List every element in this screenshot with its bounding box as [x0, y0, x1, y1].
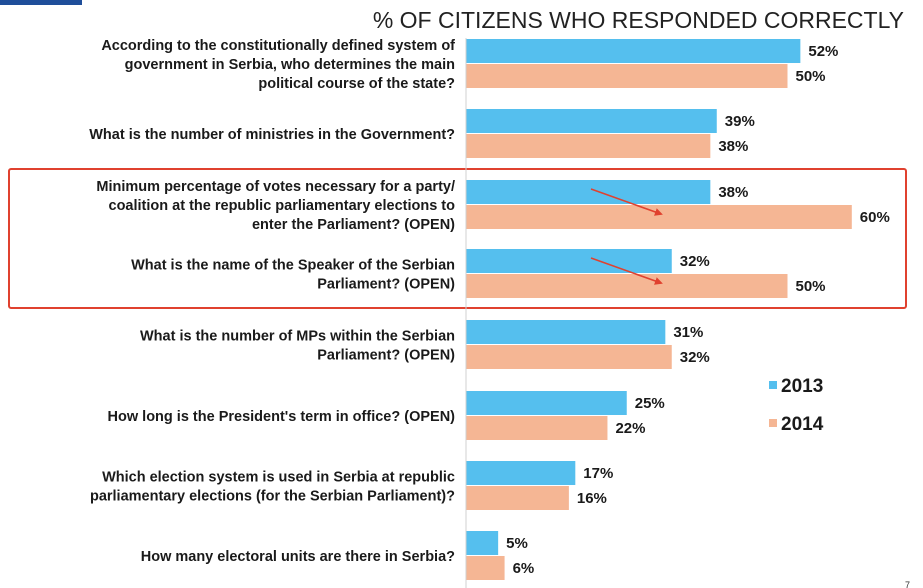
value-label-2013-4: 31% [673, 324, 703, 341]
category-label-6-line-0: Which election system is used in Serbia … [102, 470, 455, 486]
category-labels: According to the constitutionally define… [89, 38, 455, 565]
category-label-7-line-0: How many electoral units are there in Se… [141, 549, 455, 565]
category-label-2-line-1: coalition at the republic parliamentary … [109, 198, 456, 214]
bar-2013-6 [466, 461, 576, 485]
bar-2013-4 [466, 320, 666, 344]
bar-2014-6 [466, 486, 569, 510]
chart-title: % OF CITIZENS WHO RESPONDED CORRECTLY [373, 7, 904, 33]
bar-2014-3 [466, 274, 788, 298]
legend-swatch-2013 [769, 381, 777, 389]
trend-arrow-1 [590, 257, 663, 285]
value-label-2014-3: 50% [796, 278, 826, 295]
trend-arrow-0 [590, 188, 663, 216]
arrow-layer [590, 188, 663, 285]
bars-layer [466, 39, 852, 580]
category-label-5-line-0: How long is the President's term in offi… [108, 409, 456, 425]
bar-2014-4 [466, 345, 672, 369]
value-label-2014-1: 38% [718, 138, 748, 155]
category-label-3-line-1: Parliament? (OPEN) [317, 277, 455, 293]
value-label-2014-6: 16% [577, 490, 607, 507]
category-label-2-line-2: enter the Parliament? (OPEN) [252, 217, 455, 233]
value-label-2013-2: 38% [718, 184, 748, 201]
category-label-3-line-0: What is the name of the Speaker of the S… [131, 258, 455, 274]
value-label-2013-0: 52% [808, 43, 838, 60]
value-label-2014-0: 50% [796, 68, 826, 85]
category-label-1-line-0: What is the number of ministries in the … [89, 127, 455, 143]
category-label-4-line-0: What is the number of MPs within the Ser… [140, 329, 455, 345]
highlight-layer [8, 168, 907, 309]
value-label-2013-3: 32% [680, 253, 710, 270]
bar-2013-1 [466, 109, 717, 133]
bar-2013-5 [466, 391, 627, 415]
category-label-2-line-0: Minimum percentage of votes necessary fo… [96, 179, 455, 195]
legend-label-2013: 2013 [781, 376, 823, 397]
page-number: 7 [905, 580, 910, 588]
value-label-2014-2: 60% [860, 209, 890, 226]
category-label-0-line-0: According to the constitutionally define… [101, 38, 455, 54]
bar-2013-3 [466, 249, 672, 273]
bar-2014-5 [466, 416, 608, 440]
bar-2014-2 [466, 205, 852, 229]
value-label-2014-7: 6% [513, 560, 535, 577]
category-label-4-line-1: Parliament? (OPEN) [317, 348, 455, 364]
bar-2013-2 [466, 180, 711, 204]
highlight-box [8, 168, 907, 309]
bar-2013-0 [466, 39, 801, 63]
bar-2014-0 [466, 64, 788, 88]
header-accent-bar [0, 0, 82, 5]
bar-2014-1 [466, 134, 711, 158]
legend: 2013 2014 [769, 376, 824, 435]
value-label-2013-7: 5% [506, 535, 528, 552]
value-label-2013-6: 17% [583, 465, 613, 482]
value-label-2014-5: 22% [615, 420, 645, 437]
value-label-2014-4: 32% [680, 349, 710, 366]
category-label-0-line-2: political course of the state? [258, 76, 455, 92]
value-labels: 52% 50% 39% 38% 38% 60% 32% 50% 31% 32% 25% 22% 17% 1… [506, 43, 890, 577]
legend-swatch-2014 [769, 419, 777, 427]
value-label-2013-1: 39% [725, 113, 755, 130]
bar-2013-7 [466, 531, 499, 555]
value-label-2013-5: 25% [635, 395, 665, 412]
category-label-0-line-1: government in Serbia, who determines the… [125, 57, 455, 73]
legend-label-2014: 2014 [781, 414, 824, 435]
category-label-6-line-1: parliamentary elections (for the Serbian… [90, 489, 455, 505]
bar-2014-7 [466, 556, 505, 580]
